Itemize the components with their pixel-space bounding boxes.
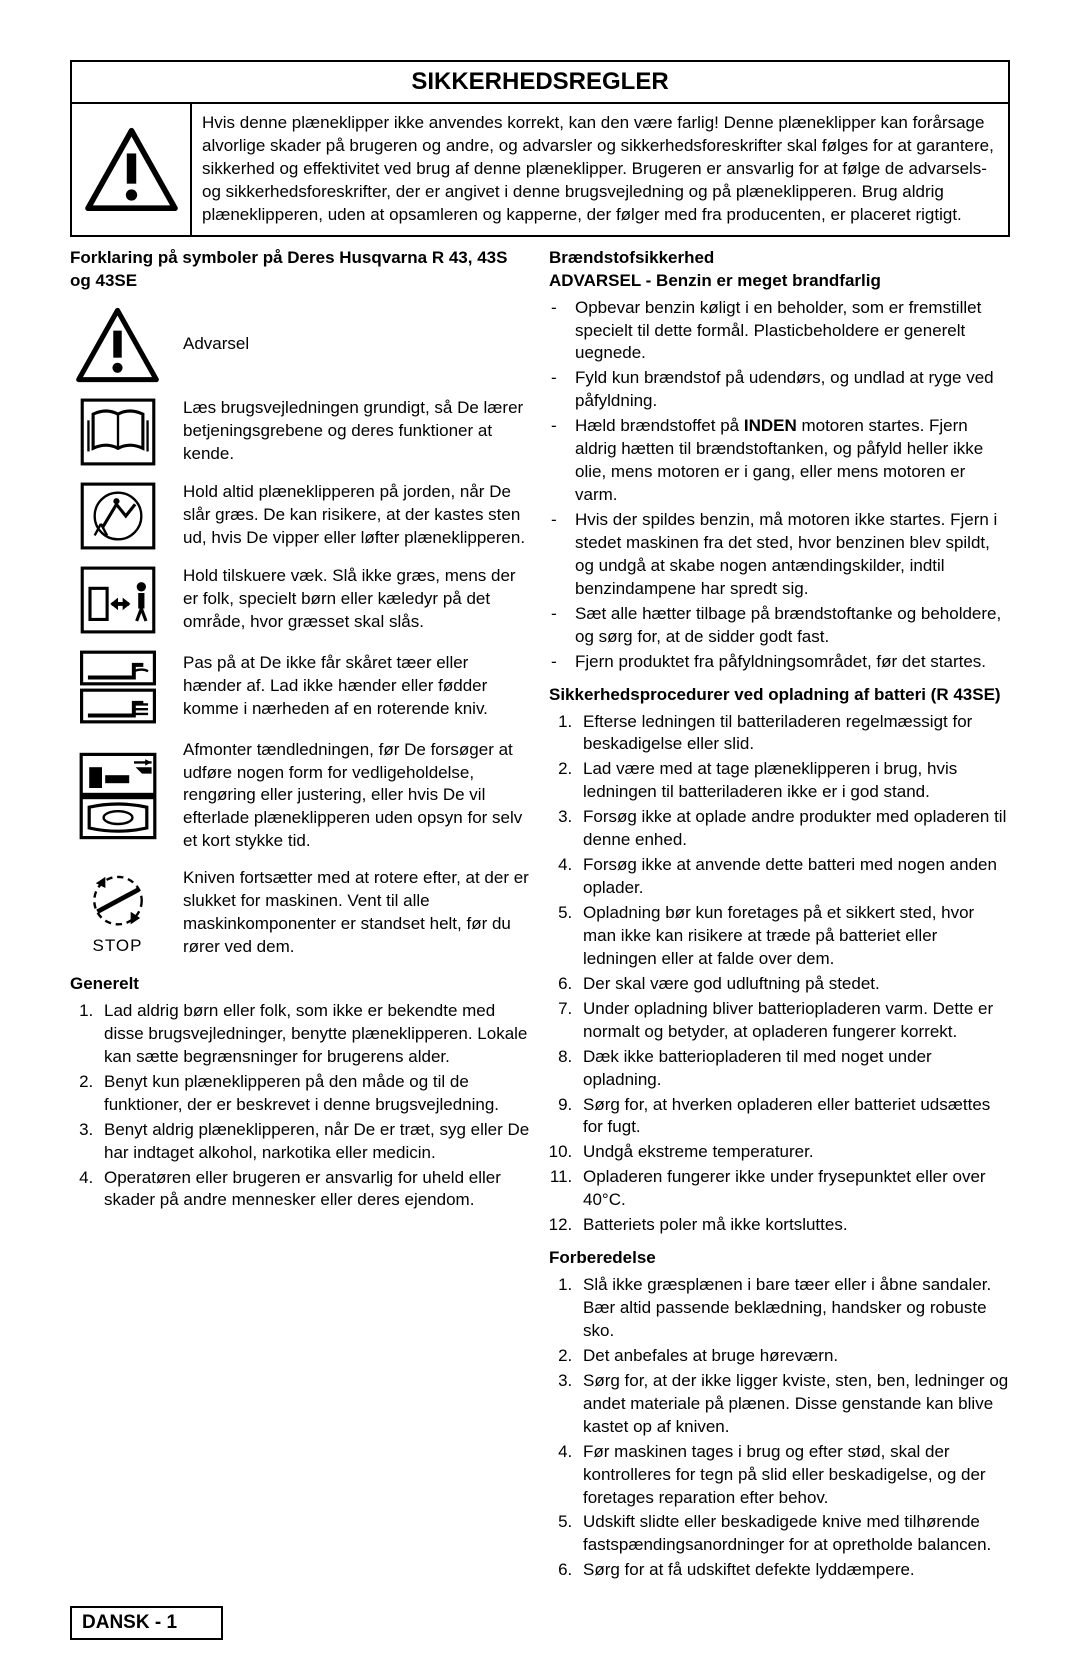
list-item: Det anbefales at bruge høreværn. (577, 1345, 1010, 1368)
warning-triangle-icon (72, 104, 192, 235)
symbol-row: Pas på at De ikke får skåret tæer eller … (70, 649, 531, 725)
list-item: Sæt alle hætter tilbage på brændstoftank… (569, 603, 1010, 649)
content-columns: Forklaring på symboler på Deres Husqvarn… (70, 247, 1010, 1593)
fuel-heading: Brændstofsikkerhed (549, 247, 1010, 270)
stop-rotating-icon: STOP (70, 869, 165, 958)
list-item: Udskift slidte eller beskadigede knive m… (577, 1511, 1010, 1557)
general-heading: Generelt (70, 973, 531, 996)
symbol-text: Afmonter tændledningen, før De forsøger … (183, 739, 531, 854)
symbol-row: Læs brugsvejledningen grundigt, så De læ… (70, 397, 531, 467)
list-item: Dæk ikke batteriopladeren til med noget … (577, 1046, 1010, 1092)
fuel-warning: ADVARSEL - Benzin er meget brandfarlig (549, 270, 1010, 293)
list-item: Efterse ledningen til batteriladeren reg… (577, 711, 1010, 757)
list-item: Forsøg ikke at anvende dette batteri med… (577, 854, 1010, 900)
list-item: Sørg for, at hverken opladeren eller bat… (577, 1094, 1010, 1140)
list-item: Batteriets poler må ikke kortsluttes. (577, 1214, 1010, 1237)
symbol-row: Afmonter tændledningen, før De forsøger … (70, 739, 531, 854)
list-item: Benyt aldrig plæneklipperen, når De er t… (98, 1119, 531, 1165)
bystanders-away-icon (70, 565, 165, 635)
intro-warning-row: Hvis denne plæneklipper ikke anvendes ko… (72, 102, 1008, 235)
intro-warning-text: Hvis denne plæneklipper ikke anvendes ko… (192, 104, 1008, 235)
symbol-text: Hold tilskuere væk. Slå ikke græs, mens … (183, 565, 531, 634)
list-item: Der skal være god udluftning på stedet. (577, 973, 1010, 996)
page-label: DANSK - 1 (70, 1606, 223, 1640)
list-item: Lad være med at tage plæneklipperen i br… (577, 758, 1010, 804)
left-column: Forklaring på symboler på Deres Husqvarn… (70, 247, 531, 1593)
list-item: Opladning bør kun foretages på et sikker… (577, 902, 1010, 971)
list-item: Før maskinen tages i brug og efter stød,… (577, 1441, 1010, 1510)
symbol-text: Hold altid plæneklipperen på jorden, når… (183, 481, 531, 550)
symbol-text: Læs brugsvejledningen grundigt, så De læ… (183, 397, 531, 466)
keep-on-ground-icon (70, 481, 165, 551)
list-item: Sørg for at få udskiftet defekte lyddæmp… (577, 1559, 1010, 1582)
battery-list: Efterse ledningen til batteriladeren reg… (549, 711, 1010, 1238)
blade-hazard-icon (70, 649, 165, 725)
symbol-text: Advarsel (183, 333, 531, 356)
list-item: Hæld brændstoffet på INDEN motoren start… (569, 415, 1010, 507)
symbols-heading: Forklaring på symboler på Deres Husqvarn… (70, 247, 531, 293)
symbol-row: STOP Kniven fortsætter med at rotere eft… (70, 867, 531, 959)
list-item: Benyt kun plæneklipperen på den måde og … (98, 1071, 531, 1117)
prep-list: Slå ikke græsplænen i bare tæer eller i … (549, 1274, 1010, 1582)
list-item: Fjern produktet fra påfyldningsområdet, … (569, 651, 1010, 674)
list-item: Opbevar benzin køligt i en beholder, som… (569, 297, 1010, 366)
symbol-row: Hold tilskuere væk. Slå ikke græs, mens … (70, 565, 531, 635)
list-item: Sørg for, at der ikke ligger kviste, ste… (577, 1370, 1010, 1439)
symbol-text: Pas på at De ikke får skåret tæer eller … (183, 652, 531, 721)
stop-label: STOP (93, 935, 143, 958)
list-item: Undgå ekstreme temperaturer. (577, 1141, 1010, 1164)
manual-book-icon (70, 397, 165, 467)
symbol-row: Hold altid plæneklipperen på jorden, når… (70, 481, 531, 551)
list-item: Under opladning bliver batteriopladeren … (577, 998, 1010, 1044)
symbol-text: Kniven fortsætter med at rotere efter, a… (183, 867, 531, 959)
list-item: Forsøg ikke at oplade andre produkter me… (577, 806, 1010, 852)
page-title: SIKKERHEDSREGLER (72, 62, 1008, 102)
battery-heading: Sikkerhedsprocedurer ved opladning af ba… (549, 684, 1010, 707)
list-item: Lad aldrig børn eller folk, som ikke er … (98, 1000, 531, 1069)
prep-heading: Forberedelse (549, 1247, 1010, 1270)
disconnect-plug-icon (70, 751, 165, 841)
list-item: Operatøren eller brugeren er ansvarlig f… (98, 1167, 531, 1213)
title-frame: SIKKERHEDSREGLER Hvis denne plæneklipper… (70, 60, 1010, 237)
symbol-row: Advarsel (70, 307, 531, 383)
warning-triangle-icon (70, 307, 165, 383)
list-item: Fyld kun brændstof på udendørs, og undla… (569, 367, 1010, 413)
list-item: Hvis der spildes benzin, må motoren ikke… (569, 509, 1010, 601)
fuel-list: Opbevar benzin køligt i en beholder, som… (549, 297, 1010, 674)
list-item: Slå ikke græsplænen i bare tæer eller i … (577, 1274, 1010, 1343)
general-list: Lad aldrig børn eller folk, som ikke er … (70, 1000, 531, 1212)
right-column: Brændstofsikkerhed ADVARSEL - Benzin er … (549, 247, 1010, 1593)
list-item: Opladeren fungerer ikke under frysepunkt… (577, 1166, 1010, 1212)
